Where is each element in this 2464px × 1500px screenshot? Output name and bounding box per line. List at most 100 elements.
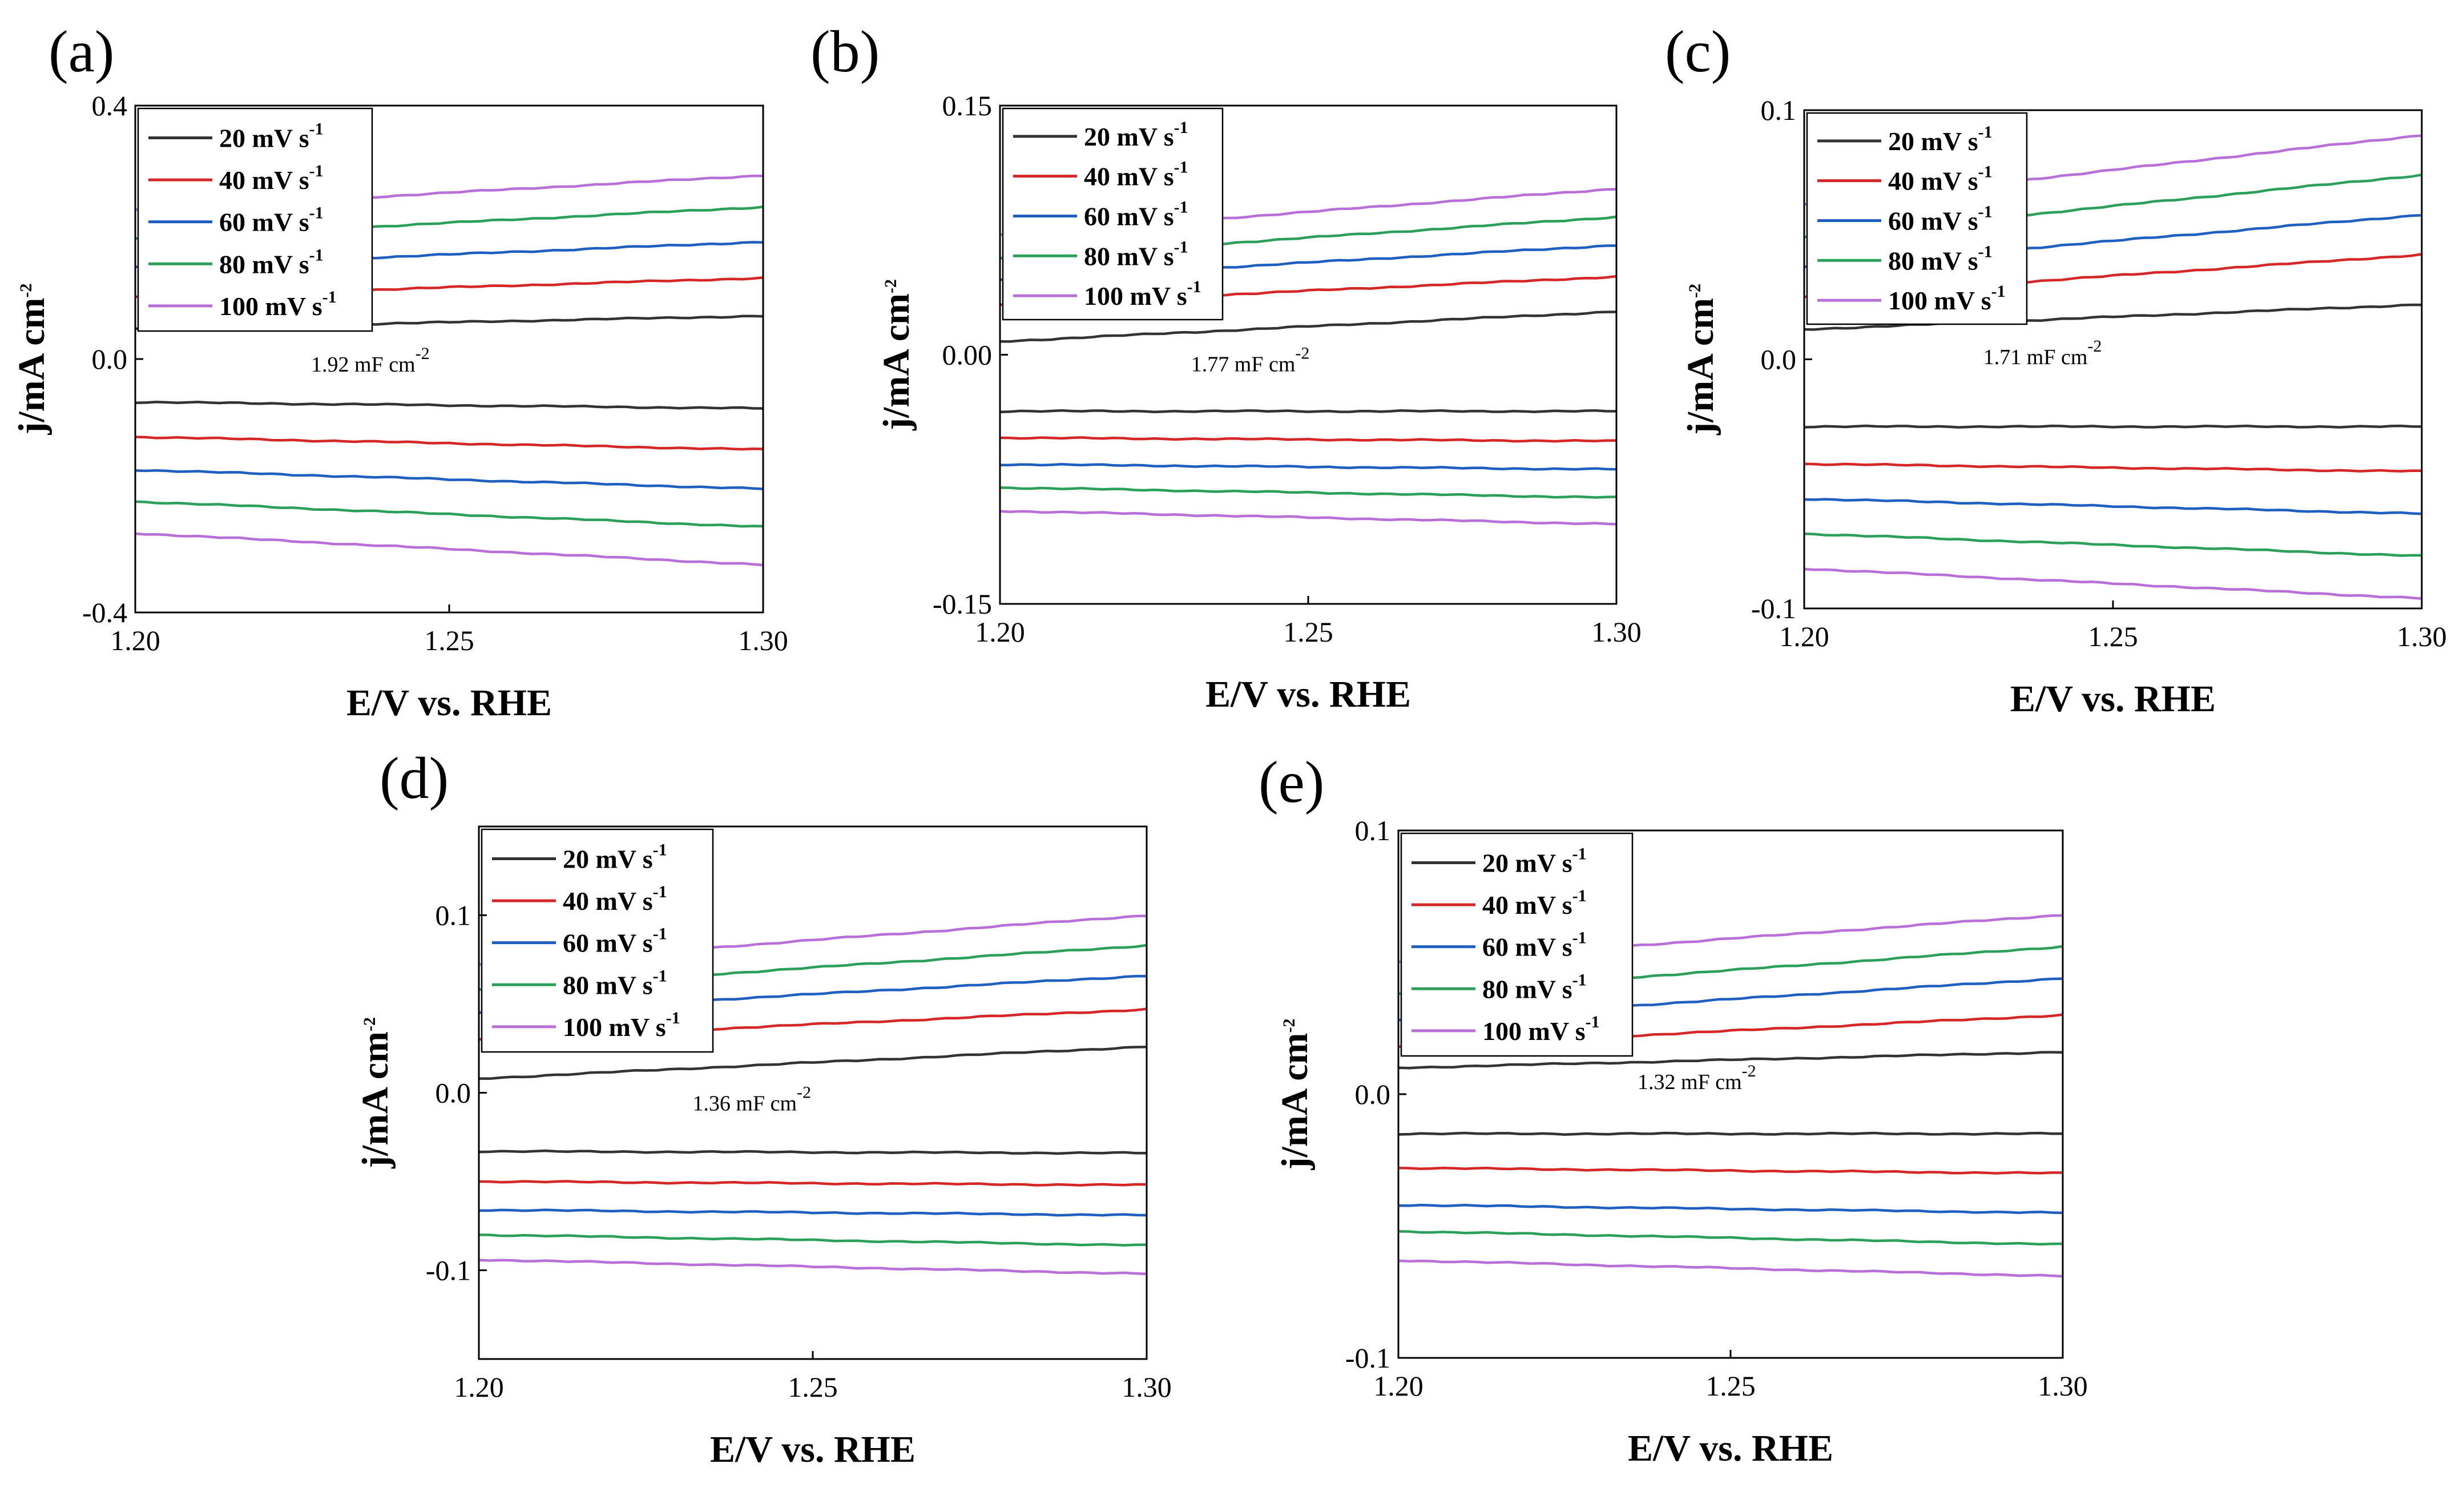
x-tick-label-2: 1.25 [424,624,474,656]
y-tick-label-1: 0.4 [92,90,128,122]
y-axis-label-sup: -2 [881,279,900,293]
y-axis-label-group: j/mA cm-2 [1680,284,1721,436]
x-tick-label-3: 1.30 [1591,616,1642,648]
y-axis-label-sup: -2 [17,283,35,297]
legend-entry-5-text: 100 mV s [563,1013,666,1042]
y-tick-label-2: 0.0 [1761,344,1797,376]
legend-entry-4-text: 80 mV s [1084,241,1174,271]
series-4-cathodic-line [1804,532,2422,557]
series-1-anodic-line [999,311,1617,343]
legend-entry-1-sup: -1 [1978,123,1993,142]
series-4-cathodic-line [999,486,1617,499]
y-axis-label: j/mA cm-2 [876,279,917,431]
y-tick-label-3: -0.4 [82,596,127,628]
panel-label: (d) [380,745,449,811]
legend-entry-2-sup: -1 [1174,158,1188,177]
capacitance-annotation-text: 1.32 mF cm [1638,1070,1742,1094]
x-tick-label-2: 1.25 [1283,616,1333,648]
y-tick-label-2: 0.0 [1355,1078,1391,1110]
y-axis-label: j/mA cm-2 [1274,1018,1316,1170]
y-tick-label-1: 0.1 [1355,814,1391,846]
series-3-cathodic-line [478,1208,1147,1217]
x-tick-label-1: 1.20 [110,624,160,656]
legend-entry-1: 20 mV s-1 [563,841,667,874]
y-tick-label-2: 0.00 [942,339,993,371]
legend-entry-3-sup: -1 [653,925,667,943]
capacitance-annotation-text: 1.36 mF cm [692,1092,797,1116]
series-4-cathodic-line [1398,1230,2063,1246]
legend-entry-2-text: 40 mV s [1482,890,1572,920]
y-tick-label-2: 0.0 [92,343,128,375]
legend-entry-5-sup: -1 [1187,277,1201,296]
legend-entry-4: 80 mV s-1 [563,966,667,999]
legend-entry-1: 20 mV s-1 [1084,118,1188,151]
series-5-cathodic-line [999,510,1617,526]
legend-entry-4: 80 mV s-1 [219,245,324,279]
capacitance-annotation-text: 1.92 mF cm [311,353,416,377]
legend-entry-3: 60 mV s-1 [1888,202,1993,235]
x-tick-label-3: 1.30 [1122,1371,1172,1403]
panel-b: (b)20 mV s-140 mV s-160 mV s-180 mV s-11… [810,19,1642,715]
y-axis-label-sup: -2 [1685,284,1704,298]
series-5-cathodic-line [1398,1259,2063,1278]
y-axis-label-group: j/mA cm-2 [1274,1018,1316,1170]
legend-box [481,828,714,1053]
series-3-cathodic-line [1398,1204,2063,1215]
legend-entry-1-sup: -1 [653,841,667,860]
x-axis-label: E/V vs. RHE [2010,678,2216,720]
x-axis-label: E/V vs. RHE [1628,1428,1833,1469]
legend-entry-4: 80 mV s-1 [1482,970,1587,1003]
legend-entry-2-text: 40 mV s [563,886,653,916]
y-tick-label-3: -0.1 [426,1255,471,1287]
x-axis-label: E/V vs. RHE [710,1429,916,1470]
capacitance-annotation-sup: -2 [416,344,430,363]
capacitance-annotation-text: 1.71 mF cm [1983,345,2088,369]
y-axis-label-text: j/mA cm [876,293,917,431]
legend-entry-3-sup: -1 [1572,929,1587,947]
panel-c: (c)20 mV s-140 mV s-160 mV s-180 mV s-11… [1665,19,2447,720]
legend-entry-3-text: 60 mV s [219,208,309,237]
capacitance-annotation: 1.92 mF cm-2 [311,344,430,377]
legend-entry-5-sup: -1 [666,1009,680,1027]
x-axis-label: E/V vs. RHE [346,682,552,724]
y-tick-label-3: -0.1 [1751,592,1796,624]
legend-entry-5: 100 mV s-1 [1084,277,1201,311]
series-2-cathodic-line [999,436,1616,443]
y-tick-label-3: -0.1 [1345,1342,1390,1374]
capacitance-annotation-sup: -2 [2087,337,2102,356]
series-5-cathodic-line [1804,567,2422,600]
series-2-cathodic-line [1804,462,2422,473]
series-2-cathodic-line [1398,1166,2063,1175]
legend-entry-2-sup: -1 [1978,163,1993,182]
series-3-cathodic-line [1804,498,2422,515]
y-axis-label-text: j/mA cm [1680,298,1721,436]
legend-entry-1: 20 mV s-1 [1482,845,1587,878]
series-1-cathodic-line [1398,1131,2063,1136]
series-4-cathodic-line [135,500,764,528]
legend-entry-3-text: 60 mV s [1888,206,1978,235]
legend-entry-2-text: 40 mV s [219,166,309,195]
legend-entry-2-text: 40 mV s [1084,162,1174,191]
legend-entry-5-sup: -1 [1991,282,2006,301]
legend-entry-2: 40 mV s-1 [563,882,667,916]
capacitance-annotation: 1.32 mF cm-2 [1638,1062,1756,1094]
legend-entry-3-sup: -1 [309,204,324,223]
series-1-anodic-line [478,1046,1147,1080]
legend-entry-4-sup: -1 [1978,242,1993,261]
x-axis-label: E/V vs. RHE [1205,674,1411,715]
series-1-cathodic-line [135,401,764,410]
panel-label: (c) [1665,19,1731,84]
capacitance-annotation: 1.77 mF cm-2 [1191,344,1310,377]
legend-entry-5: 100 mV s-1 [219,288,337,321]
series-3-cathodic-line [135,469,764,490]
y-tick-label-1: 0.1 [435,900,471,932]
legend-box [1400,832,1634,1057]
legend-entry-1-text: 20 mV s [1888,127,1978,156]
legend-entry-5-text: 100 mV s [1482,1017,1586,1046]
y-tick-label-2: 0.0 [435,1077,471,1109]
legend-entry-1-sup: -1 [1572,845,1587,864]
panel-a: (a)20 mV s-140 mV s-160 mV s-180 mV s-11… [11,19,788,724]
legend-entry-1: 20 mV s-1 [219,120,324,153]
y-axis-label-text: j/mA cm [1274,1033,1316,1170]
